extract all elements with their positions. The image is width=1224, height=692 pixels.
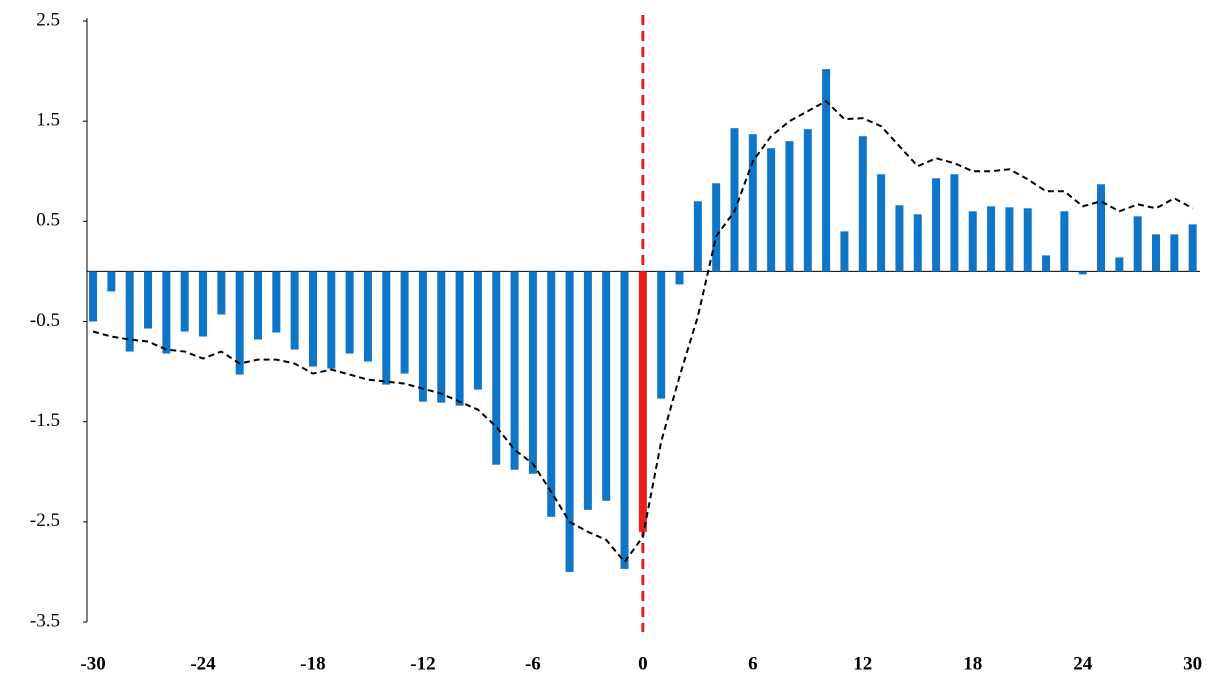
bar <box>1097 184 1106 272</box>
y-tick-label: 2.5 <box>36 9 60 30</box>
bar <box>382 271 391 385</box>
bar <box>144 271 153 329</box>
x-tick-label: 6 <box>748 653 758 674</box>
bar <box>840 231 849 272</box>
bar <box>822 69 831 272</box>
bar <box>1060 211 1069 272</box>
bar <box>345 271 354 354</box>
bar <box>107 271 116 292</box>
x-tick-label: -30 <box>80 653 105 674</box>
bar <box>290 271 299 350</box>
x-tick-label: 30 <box>1183 653 1202 674</box>
x-tick-label: -24 <box>190 653 216 674</box>
bar <box>913 214 922 272</box>
bar <box>565 271 574 572</box>
x-tick-label: 0 <box>638 653 648 674</box>
bar <box>528 271 537 474</box>
bar <box>199 271 208 337</box>
x-tick-label: -6 <box>525 653 541 674</box>
bar <box>89 271 98 322</box>
bar <box>510 271 519 470</box>
bar <box>712 183 721 272</box>
bar <box>162 271 171 354</box>
y-tick-label: 1.5 <box>36 110 60 131</box>
bar <box>987 206 996 272</box>
y-tick-label: -2.5 <box>30 510 60 531</box>
bar <box>932 178 941 272</box>
bar <box>877 174 886 272</box>
bar <box>1133 216 1142 272</box>
bar <box>253 271 262 340</box>
bar <box>730 128 739 272</box>
bar <box>455 271 464 406</box>
bar <box>602 271 611 501</box>
bar <box>968 211 977 272</box>
bar <box>657 271 666 399</box>
y-tick-label: 0.5 <box>36 210 60 231</box>
bar <box>803 129 812 272</box>
bar <box>125 271 134 352</box>
bar <box>785 141 794 272</box>
bar <box>547 271 556 517</box>
bar <box>693 201 702 272</box>
bar <box>308 271 317 367</box>
bar <box>437 271 446 403</box>
y-tick-label: -1.5 <box>30 410 60 431</box>
bar <box>180 271 189 332</box>
bar <box>1005 207 1014 272</box>
y-tick-label: -3.5 <box>30 610 60 631</box>
bar <box>217 271 226 315</box>
x-tick-label: 12 <box>853 653 872 674</box>
bar <box>1115 257 1124 272</box>
bar <box>950 174 959 272</box>
x-tick-label: 18 <box>963 653 982 674</box>
x-tick-label: -18 <box>300 653 325 674</box>
bar <box>620 271 629 569</box>
bar <box>492 271 501 465</box>
bar <box>473 271 482 390</box>
bar <box>1078 271 1087 275</box>
bar <box>895 205 904 272</box>
bar <box>1152 234 1161 272</box>
bar <box>767 148 776 272</box>
bar <box>583 271 592 510</box>
bar <box>418 271 427 402</box>
bar <box>272 271 281 333</box>
bar <box>675 271 684 285</box>
bar <box>1042 255 1051 272</box>
bar <box>400 271 409 374</box>
bar <box>748 134 757 272</box>
bar <box>1170 234 1179 272</box>
x-tick-label: -12 <box>410 653 435 674</box>
bar <box>858 136 867 272</box>
bar <box>235 271 244 375</box>
bar <box>327 271 336 369</box>
bar <box>1023 208 1032 272</box>
x-tick-label: 24 <box>1073 653 1093 674</box>
bar <box>1188 224 1197 272</box>
y-tick-label: -0.5 <box>30 310 60 331</box>
trend-line <box>92 99 1194 564</box>
bar <box>363 271 372 362</box>
